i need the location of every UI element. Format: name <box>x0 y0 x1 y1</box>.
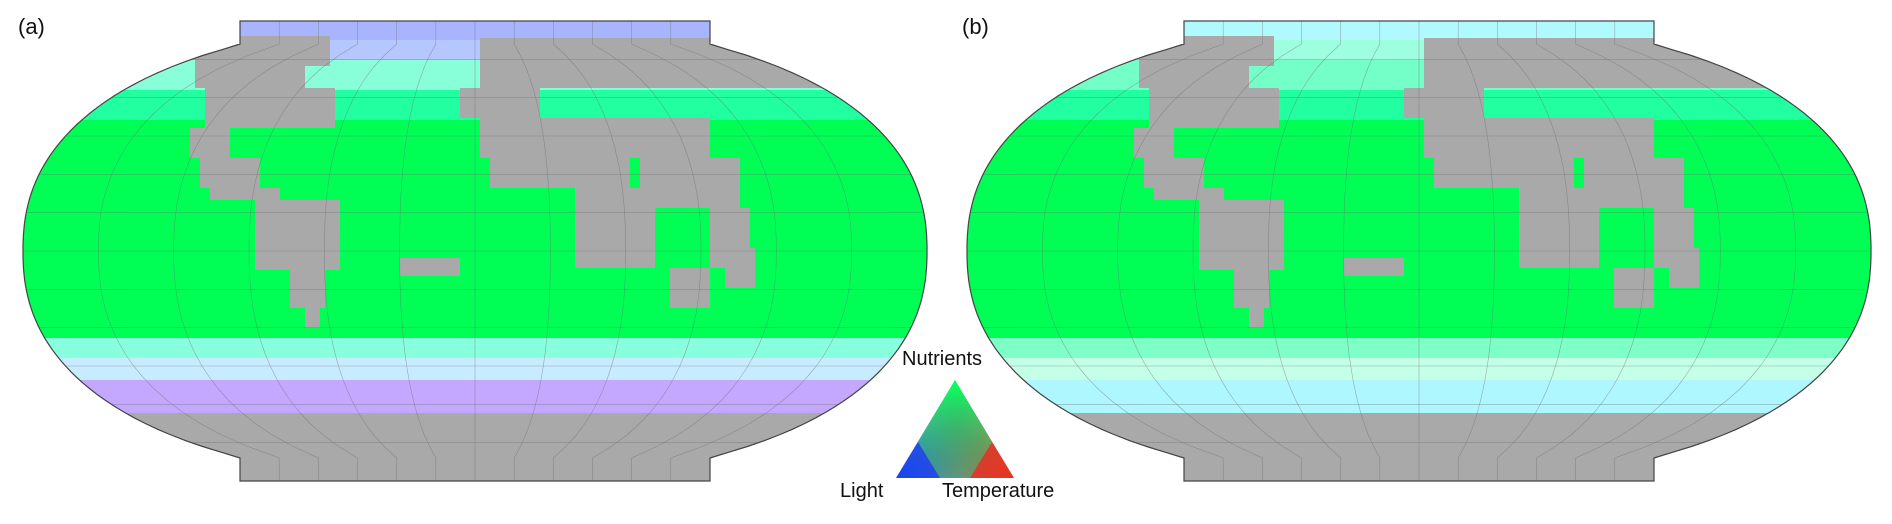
legend-temperature-label: Temperature <box>942 480 1055 502</box>
graticule-meridian <box>97 21 280 481</box>
graticule-meridian <box>1267 21 1341 481</box>
graticule-meridian <box>323 21 397 481</box>
graticule-meridian <box>173 21 319 481</box>
graticule-meridian <box>592 21 702 481</box>
land-cell <box>460 88 540 118</box>
land-cell <box>1249 308 1264 328</box>
land-cell <box>1234 268 1269 308</box>
graticule-meridian <box>1457 21 1495 481</box>
land-cell <box>290 268 325 308</box>
land-cell <box>480 38 840 88</box>
graticule-meridian <box>1192 21 1302 481</box>
legend-nutrients-label: Nutrients <box>902 348 983 370</box>
map-panel-b <box>966 20 1872 482</box>
land-cell <box>1134 128 1174 158</box>
graticule-meridian <box>1536 21 1646 481</box>
legend-light-label: Light <box>840 480 884 502</box>
land-cell <box>1434 158 1574 188</box>
land-cell <box>670 268 710 308</box>
land-cell <box>1404 88 1484 118</box>
land-cell <box>1149 88 1279 128</box>
land-cell <box>1114 36 1194 58</box>
graticule-meridian <box>631 21 777 481</box>
land-cell <box>1614 268 1654 308</box>
graticule-meridian <box>1117 21 1263 481</box>
land-cell <box>1424 38 1784 88</box>
graticule-meridian <box>513 21 551 481</box>
land-cell <box>305 308 320 328</box>
land-cell <box>200 158 260 188</box>
land-cell <box>190 128 230 158</box>
panel-label-b: (b) <box>962 14 989 39</box>
land-cell <box>490 158 630 188</box>
graticule-meridian <box>670 21 853 481</box>
land-cell <box>1144 158 1204 188</box>
graticule-meridian <box>1343 21 1381 481</box>
land-cell <box>1139 58 1249 88</box>
panel-label-a: (a) <box>18 14 45 39</box>
map-outline <box>966 20 1872 482</box>
graticule-meridian <box>1041 21 1224 481</box>
land-cell <box>255 200 280 270</box>
land-cell <box>170 36 250 58</box>
map-outline <box>22 20 928 482</box>
land-cell <box>480 118 710 158</box>
graticule-meridian <box>553 21 627 481</box>
land-cell <box>725 248 755 288</box>
land-cell <box>205 88 335 128</box>
land-cell <box>400 258 460 276</box>
graticule-meridian <box>1575 21 1721 481</box>
land-cell <box>1584 158 1684 208</box>
land-cell <box>1224 200 1284 270</box>
graticule-meridian <box>1614 21 1797 481</box>
land-cell <box>195 58 305 88</box>
graticule-meridian <box>248 21 358 481</box>
map-panel-a <box>22 20 928 482</box>
land-cell <box>280 200 340 270</box>
ternary-legend: Nutrients Light Te <box>840 348 1080 508</box>
land-cell <box>1344 258 1404 276</box>
ternary-color-triangle <box>896 380 1014 478</box>
land-cell <box>1154 188 1224 200</box>
land-cell <box>1424 118 1654 158</box>
graticule-meridian <box>399 21 437 481</box>
land-cell <box>210 188 280 200</box>
land-cell <box>1669 248 1699 288</box>
land-cell <box>640 158 740 208</box>
land-cell <box>1199 200 1224 270</box>
graticule-meridian <box>1497 21 1571 481</box>
